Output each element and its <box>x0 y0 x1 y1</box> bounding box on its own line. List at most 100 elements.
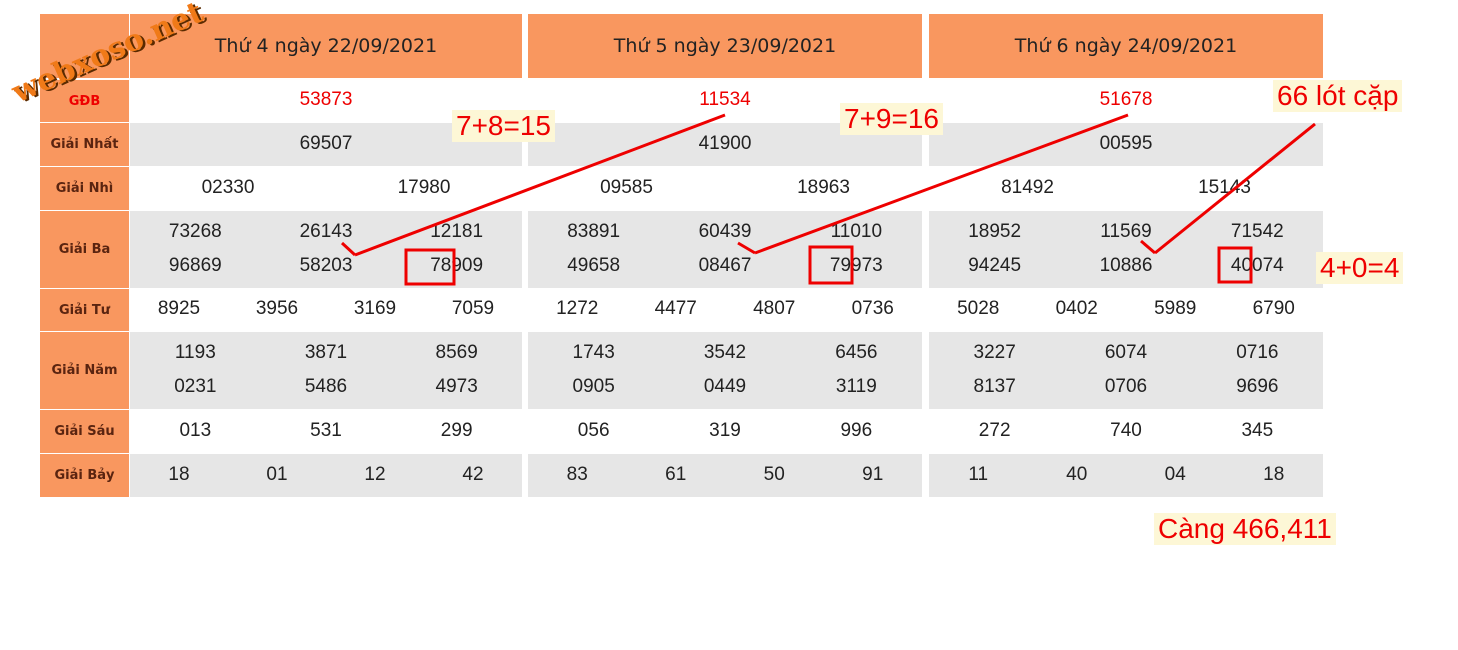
prize-number: 40 <box>1066 463 1088 485</box>
prize-number: 71542 <box>1230 220 1284 242</box>
prize-number: 11569 <box>1100 220 1152 242</box>
prize-number: 013 <box>179 419 212 441</box>
prize-number: 4477 <box>654 298 697 319</box>
annotation: 7+8=15 <box>452 110 555 142</box>
prize-number: 3956 <box>255 298 299 319</box>
annotation: Càng 466,411 <box>1154 513 1336 545</box>
day-title: Thứ 5 ngày 23/09/2021 <box>528 14 922 78</box>
day-title: Thứ 6 ngày 24/09/2021 <box>929 14 1323 78</box>
row-background <box>528 454 922 497</box>
row-background <box>528 332 922 409</box>
row-label: Giải Năm <box>40 332 129 409</box>
row-background <box>528 410 922 453</box>
prize-number: 08467 <box>698 254 752 276</box>
marker-line <box>737 241 756 255</box>
prize-number: 78909 <box>430 254 484 276</box>
prize-number: 18 <box>1263 463 1285 485</box>
prize-number: 8137 <box>973 375 1016 397</box>
prize-number: 1272 <box>556 298 599 319</box>
prize-number: 10886 <box>1099 254 1153 276</box>
prize-number: 8569 <box>435 341 478 363</box>
prize-number: 272 <box>978 419 1011 441</box>
row-background <box>929 289 1323 331</box>
prize-number: 0905 <box>572 375 615 397</box>
row-background <box>929 123 1323 166</box>
prize-number: 0449 <box>703 375 747 397</box>
row-background <box>130 454 522 497</box>
prize-number: 299 <box>440 419 473 441</box>
prize-number: 1193 <box>174 341 216 363</box>
prize-number: 60439 <box>698 220 752 242</box>
marker-line <box>754 113 1129 255</box>
prize-number: 0736 <box>851 298 894 319</box>
prize-number: 9696 <box>1236 375 1279 397</box>
row-label: Giải Bảy <box>40 454 129 497</box>
annotation: 7+9=16 <box>840 103 943 135</box>
row-label: Giải Nhất <box>40 123 129 166</box>
prize-number: 15143 <box>1198 176 1251 198</box>
prize-number: 3542 <box>703 341 747 363</box>
marker-line <box>340 241 357 257</box>
row-background <box>130 332 522 409</box>
prize-number: 26143 <box>299 220 353 242</box>
row-background <box>528 211 922 288</box>
marker-line <box>1140 239 1156 255</box>
day-title: Thứ 4 ngày 22/09/2021 <box>130 14 522 78</box>
prize-number: 01 <box>266 463 288 485</box>
prize-number: 531 <box>310 419 342 441</box>
prize-number: 3169 <box>353 298 397 319</box>
prize-number: 12 <box>364 463 386 485</box>
row-background <box>929 211 1323 288</box>
prize-number: 6790 <box>1252 298 1295 319</box>
prize-number: 11010 <box>830 220 883 242</box>
prize-number: 09585 <box>600 176 653 198</box>
prize-number: 3119 <box>835 375 877 397</box>
prize-number: 3871 <box>304 341 348 363</box>
prize-number: 5028 <box>957 298 1000 319</box>
marker-box <box>1217 246 1253 284</box>
marker-line <box>1154 122 1316 255</box>
prize-number: 73268 <box>168 220 222 242</box>
row-background <box>130 410 522 453</box>
prize-number: 1743 <box>572 341 615 363</box>
prize-number: 96869 <box>168 254 222 276</box>
prize-number: 12181 <box>430 220 484 242</box>
prize-number: 740 <box>1110 419 1142 441</box>
prize-number: 02330 <box>201 176 255 198</box>
row-background <box>929 454 1323 497</box>
prize-number: 83891 <box>567 220 621 242</box>
prize-number: 17980 <box>397 176 451 198</box>
prize-number: 00595 <box>1099 132 1153 154</box>
row-background <box>929 332 1323 409</box>
prize-number: 18963 <box>797 176 850 198</box>
row-background <box>929 410 1323 453</box>
row-label: GĐB <box>40 80 129 122</box>
prize-number: 319 <box>709 419 741 441</box>
prize-number: 0402 <box>1055 298 1098 319</box>
prize-number: 4973 <box>435 375 478 397</box>
prize-number: 41900 <box>698 132 752 154</box>
prize-number: 94245 <box>968 254 1022 276</box>
prize-number: 49658 <box>567 254 621 276</box>
prize-number: 18 <box>168 463 190 485</box>
prize-number: 5486 <box>304 375 348 397</box>
prize-number: 58203 <box>299 254 353 276</box>
annotation: 4+0=4 <box>1316 252 1404 284</box>
row-label: Giải Ba <box>40 211 129 288</box>
prize-number: 345 <box>1241 419 1274 441</box>
prize-number: 7059 <box>451 298 495 319</box>
row-background <box>130 289 522 331</box>
prize-number: 5989 <box>1154 298 1197 319</box>
marker-box <box>404 248 456 286</box>
row-label: Giải Sáu <box>40 410 129 453</box>
prize-number: 04 <box>1164 463 1186 485</box>
prize-number: 996 <box>840 419 873 441</box>
prize-number: 11 <box>968 463 989 485</box>
prize-number: 61 <box>665 463 687 485</box>
annotation: 66 lót cặp <box>1273 80 1403 112</box>
prize-number: 53873 <box>299 89 353 110</box>
prize-number: 0716 <box>1236 341 1279 363</box>
